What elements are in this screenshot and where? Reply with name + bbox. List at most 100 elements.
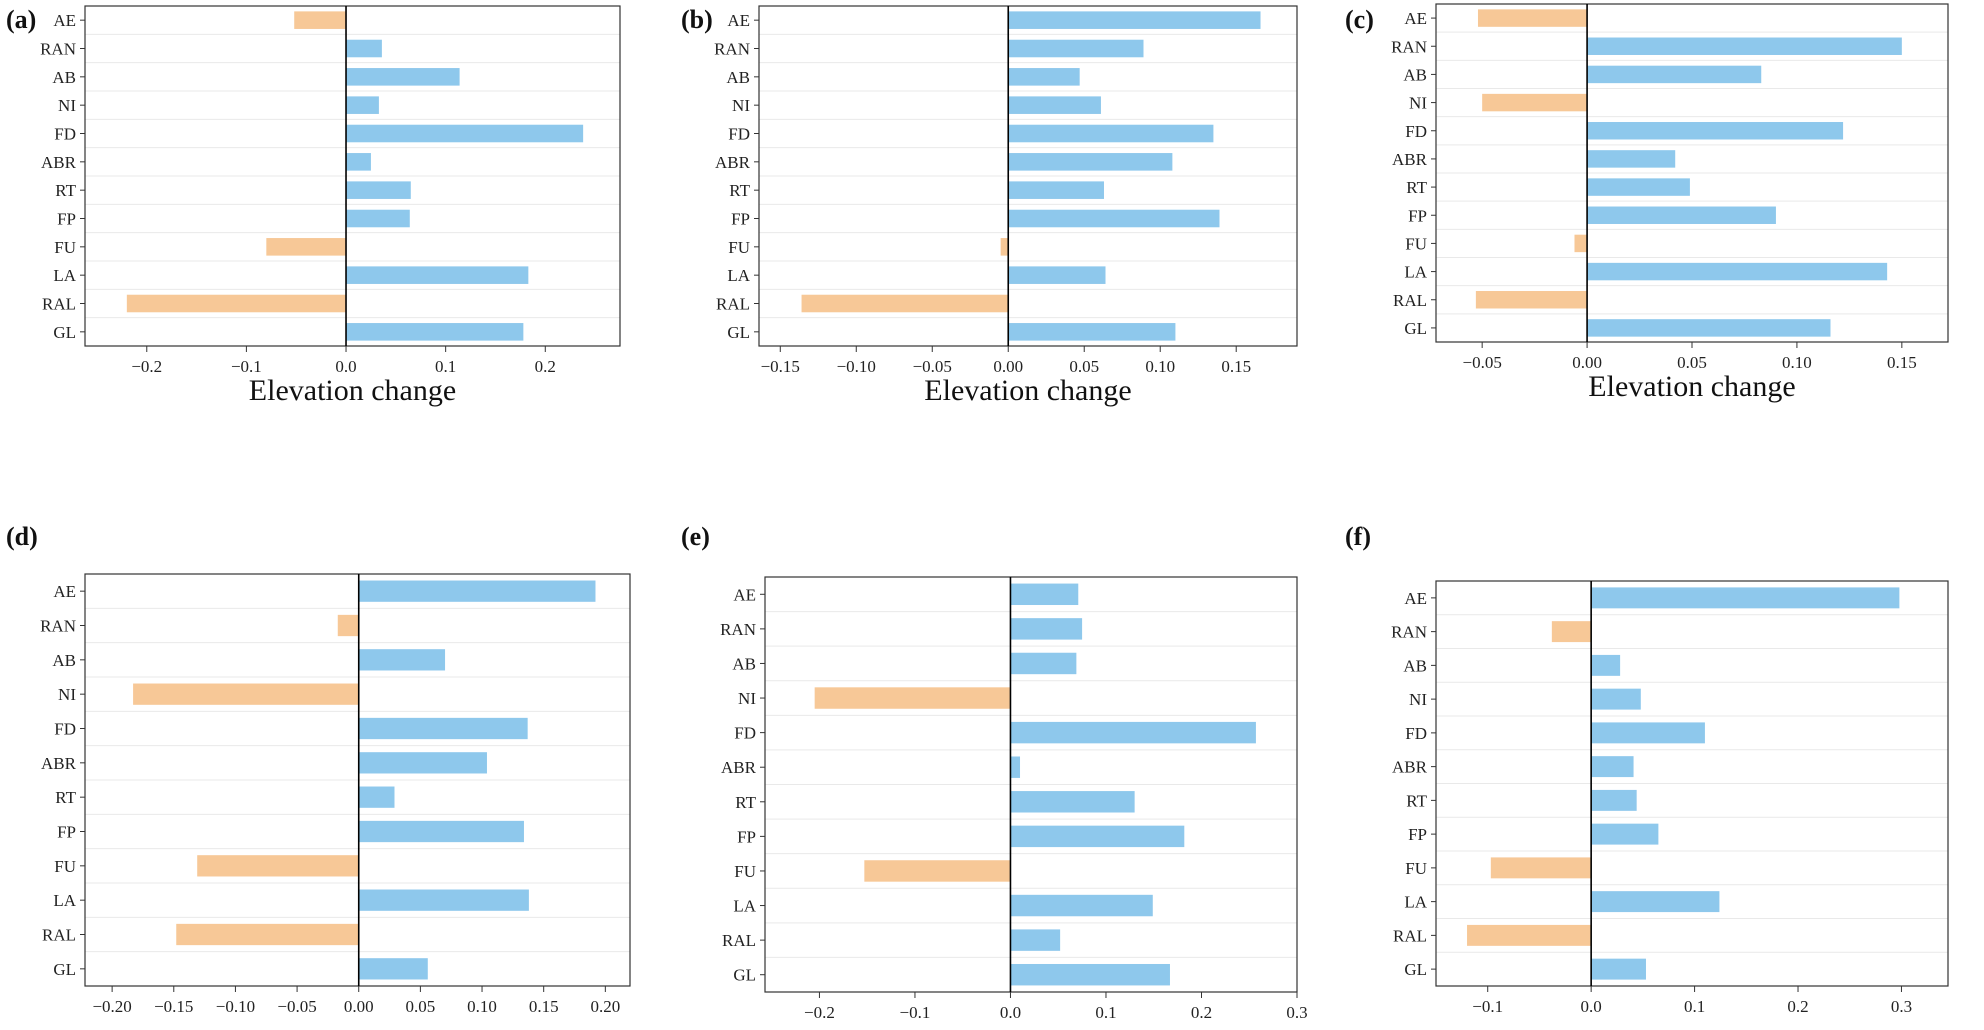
bar-rt	[1587, 178, 1690, 196]
bar-ae	[1008, 11, 1261, 29]
x-tick-label: 0.2	[1787, 997, 1808, 1016]
bar-ran	[346, 39, 382, 58]
x-tick-label: −0.2	[804, 1003, 835, 1022]
x-tick-label: −0.05	[913, 357, 952, 376]
category-label: RT	[729, 181, 750, 200]
x-tick-label: 0.15	[1887, 353, 1917, 372]
bar-gl	[1008, 323, 1176, 341]
category-label: GL	[53, 960, 76, 979]
bar-abr	[358, 752, 487, 774]
category-label: AE	[733, 585, 756, 604]
category-label: FP	[1408, 825, 1427, 844]
category-label: RAN	[1391, 37, 1427, 56]
category-label: NI	[738, 689, 756, 708]
bar-ran	[1551, 621, 1592, 643]
category-label: AB	[1403, 65, 1427, 84]
bar-gl	[1587, 319, 1831, 337]
category-label: FU	[734, 862, 756, 881]
x-axis-title: Elevation change	[924, 374, 1131, 407]
category-label: ABR	[41, 153, 77, 172]
bar-la	[1591, 891, 1720, 913]
category-label: NI	[732, 96, 750, 115]
category-label: FP	[57, 823, 76, 842]
category-label: AE	[727, 11, 750, 30]
category-label: FP	[1408, 206, 1427, 225]
bar-ab	[1591, 654, 1621, 676]
category-label: ABR	[721, 758, 757, 777]
bar-fu	[1574, 234, 1588, 253]
bar-abr	[1008, 153, 1173, 171]
x-tick-label: 0.10	[1145, 357, 1175, 376]
category-label: FP	[737, 827, 756, 846]
plot-frame	[758, 5, 1298, 347]
category-label: RAL	[1393, 926, 1427, 945]
bar-ab	[346, 68, 460, 86]
plot-frame	[764, 576, 1298, 993]
bar-la	[1008, 266, 1106, 284]
category-label: NI	[1409, 690, 1427, 709]
panel-label: (a)	[6, 5, 36, 34]
x-tick-label: 0.1	[1095, 1003, 1116, 1022]
x-tick-label: −0.1	[231, 357, 262, 376]
x-tick-label: 0.05	[406, 997, 436, 1016]
bar-la	[1010, 894, 1153, 917]
bar-ral	[1475, 291, 1588, 309]
bar-ab	[358, 649, 446, 671]
category-label: RT	[55, 181, 76, 200]
category-label: FU	[1405, 859, 1427, 878]
category-label: RAL	[1393, 291, 1427, 310]
category-label: FD	[728, 125, 750, 144]
x-tick-label: −0.10	[837, 357, 876, 376]
bar-ab	[1587, 65, 1762, 84]
bar-fu	[266, 238, 347, 256]
category-label: RT	[1406, 178, 1427, 197]
category-label: AE	[1404, 589, 1427, 608]
x-tick-label: −0.05	[277, 997, 316, 1016]
category-label: GL	[733, 966, 756, 985]
x-tick-label: −0.05	[1462, 353, 1501, 372]
x-tick-label: 0.1	[435, 357, 456, 376]
panel-label: (b)	[681, 5, 713, 34]
bar-ni	[1591, 688, 1641, 710]
bar-abr	[1587, 150, 1676, 168]
bar-ni	[133, 683, 359, 705]
x-tick-label: −0.20	[92, 997, 131, 1016]
x-tick-label: 0.15	[529, 997, 559, 1016]
category-label: AB	[732, 654, 756, 673]
bar-ae	[1010, 583, 1079, 606]
bar-ae	[358, 580, 596, 602]
category-label: NI	[58, 685, 76, 704]
bar-fd	[358, 717, 528, 740]
bar-ae	[1477, 9, 1588, 27]
category-label: NI	[58, 96, 76, 115]
category-label: LA	[727, 266, 750, 285]
plot-frame	[84, 5, 621, 347]
category-label: ABR	[41, 754, 77, 773]
category-label: RAN	[720, 620, 756, 639]
category-label: GL	[727, 323, 750, 342]
category-label: FD	[1405, 724, 1427, 743]
category-label: RT	[55, 788, 76, 807]
bar-abr	[346, 153, 371, 171]
bar-ral	[801, 294, 1009, 313]
bar-fd	[1587, 122, 1844, 140]
x-tick-label: 0.1	[1684, 997, 1705, 1016]
x-tick-label: 0.3	[1286, 1003, 1307, 1022]
category-label: GL	[1404, 960, 1427, 979]
category-label: AE	[53, 582, 76, 601]
category-label: AB	[52, 68, 76, 87]
bar-fp	[1008, 209, 1220, 228]
x-tick-label: 0.0	[1581, 997, 1602, 1016]
bar-fd	[1010, 721, 1256, 744]
bar-fu	[1000, 238, 1009, 256]
bar-fp	[346, 209, 410, 228]
x-tick-label: 0.10	[1782, 353, 1812, 372]
x-axis-title: Elevation change	[1588, 370, 1795, 403]
bar-ni	[1008, 96, 1101, 114]
category-label: RAN	[714, 40, 750, 59]
category-label: AB	[1403, 656, 1427, 675]
x-tick-label: 0.0	[335, 357, 356, 376]
x-tick-label: 0.05	[1677, 353, 1707, 372]
category-label: GL	[53, 323, 76, 342]
bar-fp	[1587, 206, 1776, 224]
